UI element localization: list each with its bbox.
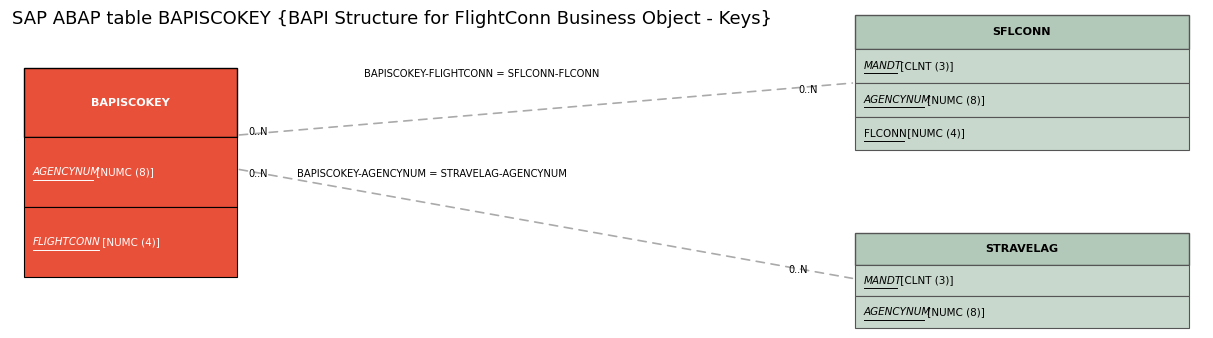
Text: MANDT: MANDT	[864, 61, 902, 71]
Text: SAP ABAP table BAPISCOKEY {BAPI Structure for FlightConn Business Object - Keys}: SAP ABAP table BAPISCOKEY {BAPI Structur…	[12, 10, 773, 28]
Text: SFLCONN: SFLCONN	[992, 27, 1052, 37]
Text: 0..N: 0..N	[249, 169, 268, 179]
FancyBboxPatch shape	[24, 138, 237, 207]
Text: [CLNT (3)]: [CLNT (3)]	[896, 61, 953, 71]
FancyBboxPatch shape	[855, 83, 1189, 117]
Text: MANDT: MANDT	[864, 275, 902, 286]
FancyBboxPatch shape	[855, 15, 1189, 49]
Text: BAPISCOKEY-FLIGHTCONN = SFLCONN-FLCONN: BAPISCOKEY-FLIGHTCONN = SFLCONN-FLCONN	[364, 69, 599, 79]
FancyBboxPatch shape	[24, 207, 237, 277]
Text: [CLNT (3)]: [CLNT (3)]	[896, 275, 953, 286]
Text: AGENCYNUM: AGENCYNUM	[864, 307, 932, 317]
Text: 0..N: 0..N	[788, 265, 808, 275]
Text: [NUMC (8)]: [NUMC (8)]	[924, 95, 985, 105]
Text: BAPISCOKEY: BAPISCOKEY	[91, 98, 170, 107]
Text: BAPISCOKEY-AGENCYNUM = STRAVELAG-AGENCYNUM: BAPISCOKEY-AGENCYNUM = STRAVELAG-AGENCYN…	[297, 169, 566, 179]
FancyBboxPatch shape	[855, 117, 1189, 150]
Text: FLCONN: FLCONN	[864, 128, 906, 139]
Text: [NUMC (4)]: [NUMC (4)]	[99, 237, 160, 247]
Text: STRAVELAG: STRAVELAG	[985, 244, 1059, 254]
FancyBboxPatch shape	[24, 68, 237, 138]
FancyBboxPatch shape	[855, 49, 1189, 83]
Text: FLIGHTCONN: FLIGHTCONN	[33, 237, 101, 247]
Text: 0..N: 0..N	[249, 127, 268, 137]
Text: [NUMC (4)]: [NUMC (4)]	[904, 128, 964, 139]
FancyBboxPatch shape	[855, 296, 1189, 328]
Text: [NUMC (8)]: [NUMC (8)]	[924, 307, 985, 317]
FancyBboxPatch shape	[855, 265, 1189, 296]
Text: AGENCYNUM: AGENCYNUM	[864, 95, 932, 105]
Text: [NUMC (8)]: [NUMC (8)]	[92, 167, 154, 177]
Text: 0..N: 0..N	[798, 84, 818, 95]
Text: AGENCYNUM: AGENCYNUM	[33, 167, 101, 177]
FancyBboxPatch shape	[855, 233, 1189, 265]
